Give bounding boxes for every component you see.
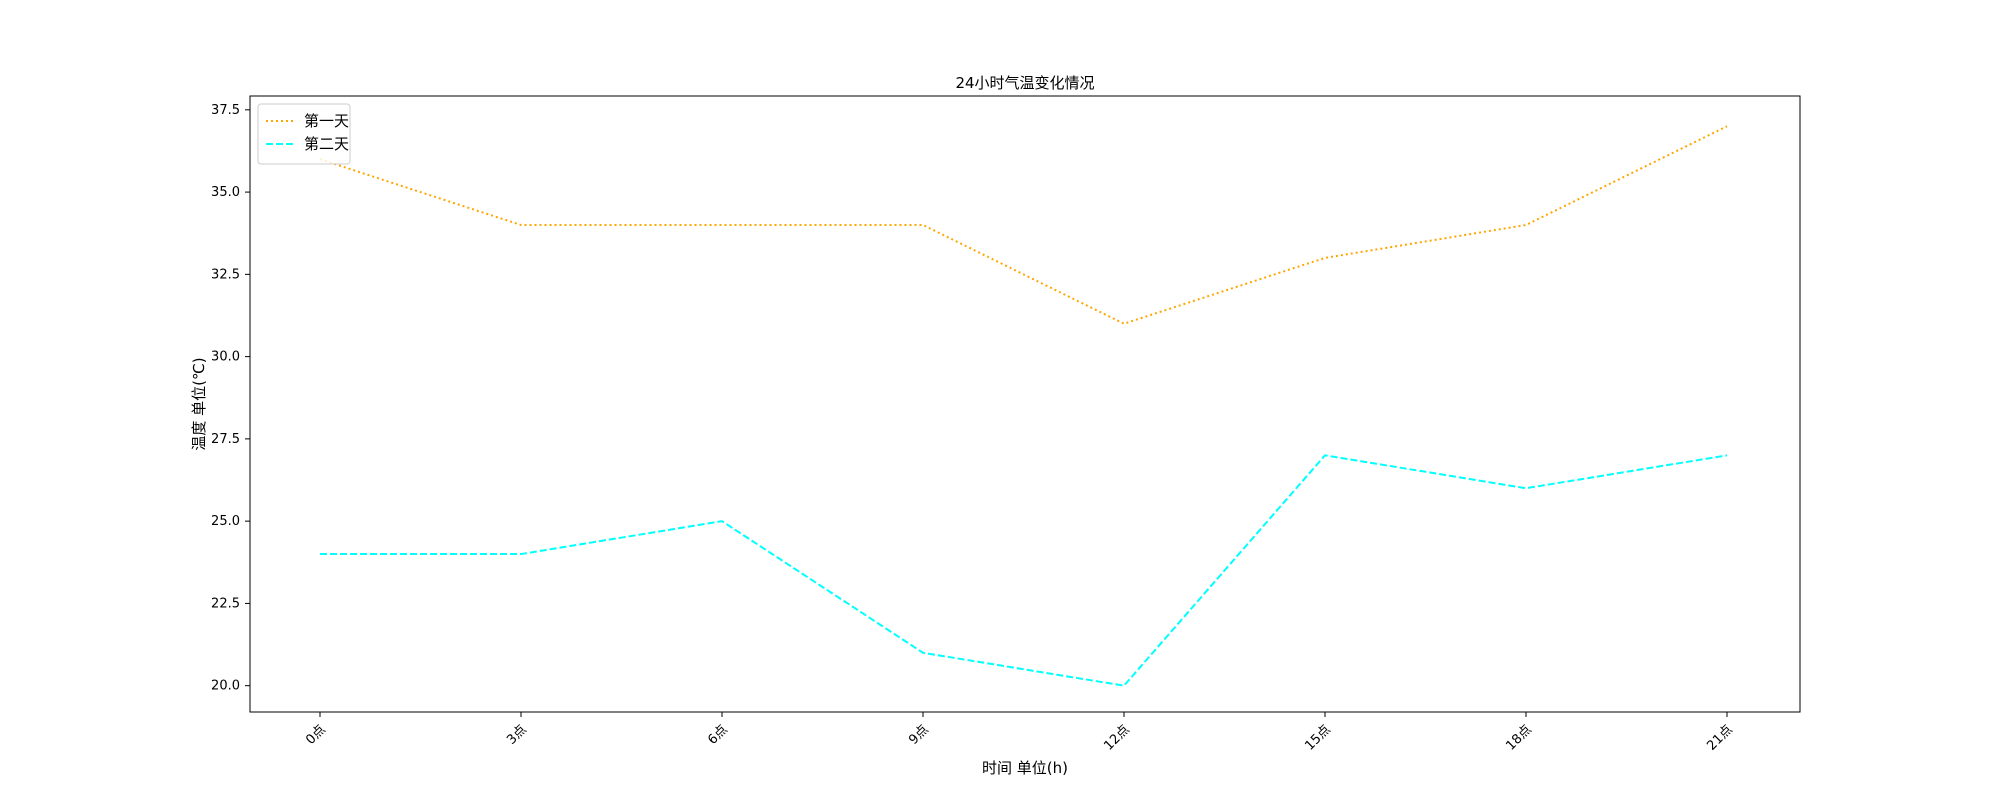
y-tick-label: 22.5 — [211, 596, 240, 611]
x-tick-label: 9点 — [906, 722, 932, 748]
x-axis-label: 时间 单位(h) — [982, 759, 1068, 777]
x-tick-label: 12点 — [1101, 722, 1132, 753]
y-tick-label: 25.0 — [211, 514, 240, 529]
plot-frame — [250, 96, 1800, 712]
plot-area: 20.0 22.5 25.0 27.5 30.0 32.5 35.0 37.5 0点 3点 6点 9点… — [211, 96, 1800, 754]
legend-label-1: 第一天 — [304, 112, 349, 130]
y-tick-label: 20.0 — [211, 679, 240, 694]
chart-title: 24小时气温变化情况 — [955, 74, 1094, 92]
y-tick-label: 27.5 — [211, 432, 240, 447]
series-line-1 — [320, 126, 1727, 323]
x-tick-label: 3点 — [504, 722, 530, 748]
x-tick-label: 15点 — [1302, 722, 1333, 753]
y-tick-label: 30.0 — [211, 350, 240, 365]
x-tick-label: 21点 — [1704, 722, 1735, 753]
x-tick-label: 0点 — [303, 722, 329, 748]
legend-label-2: 第二天 — [304, 135, 349, 153]
x-tick-label: 6点 — [705, 722, 731, 748]
y-axis-label: 温度 单位(℃) — [190, 357, 208, 450]
x-tick-label: 18点 — [1503, 722, 1534, 753]
y-tick-label: 32.5 — [211, 267, 240, 282]
y-tick-label: 35.0 — [211, 185, 240, 200]
y-tick-label: 37.5 — [211, 103, 240, 118]
series-line-2 — [320, 455, 1727, 685]
